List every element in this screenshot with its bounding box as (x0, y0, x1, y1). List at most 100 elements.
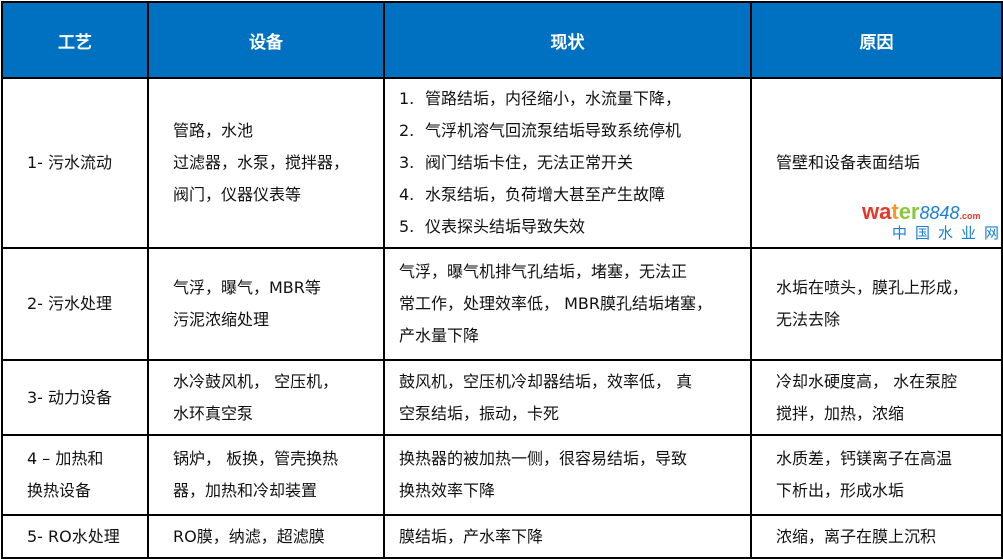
cell-line: 4 – 加热和 (27, 443, 143, 475)
cell-process: 5- RO水处理 (1, 514, 149, 559)
cell-text: 下析出，形成水垢 (776, 481, 905, 500)
cell-text: 过滤器，水泵，搅拌器， (173, 153, 350, 172)
cell-line: 换热设备 (27, 475, 143, 507)
cell-line: 过滤器，水泵，搅拌器， (173, 147, 379, 179)
cell-text: 5- RO水处理 (27, 526, 120, 546)
table-row: 3- 动力设备 水冷鼓风机， 空压机， 水环真空泵 鼓风机，空压机冷却器结垢，效率低，… (1, 359, 1003, 436)
cell-text: 锅炉， 板换，管壳换热 (173, 449, 339, 468)
list-number: 4. (399, 185, 415, 204)
cell-text: 水泵结垢，负荷增大甚至产生故障 (425, 185, 666, 204)
cell-line: 下析出，形成水垢 (776, 475, 997, 507)
cell-line: 锅炉， 板换，管壳换热 (173, 443, 379, 475)
cell-line: 5- RO水处理 (27, 521, 143, 553)
cell-text: 换热器的被加热一侧，很容易结垢，导致 (399, 449, 688, 468)
cell-text: 水垢在喷头，膜孔上形成， (776, 278, 969, 297)
cell-status: 气浮，曝气机排气孔结垢，堵塞，无法正常工作，处理效率低， MBR膜孔结垢堵塞， 产… (383, 247, 752, 361)
cell-line: 阀门，仪器仪表等 (173, 179, 379, 211)
header-equipment: 设备 (147, 1, 385, 79)
cell-line: RO膜，纳滤，超滤膜 (173, 521, 379, 553)
cell-reason: 水质差，钙镁离子在高温 下析出，形成水垢 (750, 434, 1003, 516)
cell-text: 换热设备 (27, 481, 92, 500)
cell-text: 管路，水池 (173, 121, 254, 140)
cell-equipment: 锅炉， 板换，管壳换热 器，加热和冷却装置 (147, 434, 385, 516)
header-process: 工艺 (1, 1, 149, 79)
cell-text: 4 – 加热和 (27, 449, 104, 468)
list-number: 1. (399, 89, 415, 108)
cell-text: 空泵结垢，振动，卡死 (399, 403, 560, 423)
cell-reason: 水垢在喷头，膜孔上形成， 无法去除 (750, 247, 1003, 361)
cell-text: 器，加热和冷却装置 (173, 481, 318, 500)
cell-reason: 管壁和设备表面结垢 (750, 77, 1003, 249)
cell-line: 鼓风机，空压机冷却器结垢，效率低， 真 (399, 366, 746, 398)
cell-line: 水冷鼓风机， 空压机， (173, 366, 379, 398)
header-status: 现状 (383, 1, 752, 79)
table-row: 2- 污水处理 气浮，曝气，MBR等 污泥浓缩处理 气浮，曝气机排气孔结垢，堵塞，无法… (1, 247, 1003, 361)
table-row: 4 – 加热和 换热设备 锅炉， 板换，管壳换热 器，加热和冷却装置 换热器的被加热一侧… (1, 434, 1003, 516)
cell-process: 2- 污水处理 (1, 247, 149, 361)
cell-line: 2. 气浮机溶气回流泵结垢导致系统停机 (399, 115, 746, 147)
cell-text: 水环真空泵 (173, 403, 254, 423)
table-row: 5- RO水处理 RO膜，纳滤，超滤膜 膜结垢，产水率下降 浓缩，离子在膜上沉积 (1, 514, 1003, 559)
cell-line: 3- 动力设备 (27, 382, 143, 414)
cell-text: 水冷鼓风机， 空压机， (173, 371, 339, 391)
cell-text: 无法去除 (776, 310, 841, 329)
cell-text: 阀门，仪器仪表等 (173, 185, 302, 204)
cell-line: 换热效率下降 (399, 475, 746, 507)
cell-equipment: 气浮，曝气，MBR等 污泥浓缩处理 (147, 247, 385, 361)
cell-status: 1. 管路结垢，内径缩小，水流量下降， 2. 气浮机溶气回流泵结垢导致系统停机 3. 阀门… (383, 77, 752, 249)
cell-text: 搅拌，加热，浓缩 (776, 403, 905, 423)
cell-line: 管壁和设备表面结垢 (776, 147, 997, 179)
cell-text: 浓缩，离子在膜上沉积 (776, 526, 937, 546)
cell-text: 1- 污水流动 (27, 153, 113, 172)
list-number: 5. (399, 217, 415, 236)
cell-line: 管路，水池 (173, 115, 379, 147)
cell-reason: 冷却水硬度高， 水在泵腔 搅拌，加热，浓缩 (750, 359, 1003, 436)
cell-line: 水环真空泵 (173, 398, 379, 430)
header-row: 工艺 设备 现状 原因 (1, 1, 1003, 79)
cell-status: 膜结垢，产水率下降 (383, 514, 752, 559)
cell-line: 3. 阀门结垢卡住，无法正常开关 (399, 147, 746, 179)
cell-text: 产水量下降 (399, 326, 480, 345)
cell-status: 换热器的被加热一侧，很容易结垢，导致 换热效率下降 (383, 434, 752, 516)
cell-line: 产水量下降 (399, 320, 746, 352)
cell-text: 3- 动力设备 (27, 387, 113, 407)
cell-line: 污泥浓缩处理 (173, 304, 379, 336)
cell-line: 1. 管路结垢，内径缩小，水流量下降， (399, 83, 746, 115)
cell-line: 搅拌，加热，浓缩 (776, 398, 997, 430)
cell-text: 常工作，处理效率低， MBR膜孔结垢堵塞， (399, 294, 712, 313)
cell-line: 气浮，曝气，MBR等 (173, 272, 379, 304)
cell-line: 4. 水泵结垢，负荷增大甚至产生故障 (399, 179, 746, 211)
cell-line: 2- 污水处理 (27, 288, 143, 320)
cell-line: 气浮，曝气机排气孔结垢，堵塞，无法正 (399, 256, 746, 288)
cell-text: 冷却水硬度高， 水在泵腔 (776, 371, 958, 391)
cell-text: 水质差，钙镁离子在高温 (776, 449, 953, 468)
cell-text: 气浮机溶气回流泵结垢导致系统停机 (425, 121, 682, 140)
header-reason: 原因 (750, 1, 1003, 79)
cell-line: 5. 仪表探头结垢导致失效 (399, 211, 746, 243)
cell-line: 水质差，钙镁离子在高温 (776, 443, 997, 475)
table-row: 1- 污水流动 管路，水池过滤器，水泵，搅拌器， 阀门，仪器仪表等 1. 管路结垢，内径… (1, 77, 1003, 249)
list-number: 2. (399, 121, 415, 140)
cell-text: 膜结垢，产水率下降 (399, 526, 544, 546)
cell-status: 鼓风机，空压机冷却器结垢，效率低， 真空泵结垢，振动，卡死 (383, 359, 752, 436)
cell-line: 冷却水硬度高， 水在泵腔 (776, 366, 997, 398)
cell-text: 阀门结垢卡住，无法正常开关 (425, 153, 634, 172)
cell-text: 2- 污水处理 (27, 294, 113, 313)
cell-line: 常工作，处理效率低， MBR膜孔结垢堵塞， (399, 288, 746, 320)
cell-line: 膜结垢，产水率下降 (399, 521, 746, 553)
cell-text: 气浮，曝气，MBR等 (173, 278, 321, 297)
cell-text: 管壁和设备表面结垢 (776, 153, 921, 172)
cell-line: 空泵结垢，振动，卡死 (399, 398, 746, 430)
cell-equipment: RO膜，纳滤，超滤膜 (147, 514, 385, 559)
cell-line: 水垢在喷头，膜孔上形成， (776, 272, 997, 304)
cell-line: 器，加热和冷却装置 (173, 475, 379, 507)
cell-text: 仪表探头结垢导致失效 (425, 217, 586, 236)
cell-text: RO膜，纳滤，超滤膜 (173, 526, 325, 546)
cell-text: 管路结垢，内径缩小，水流量下降， (425, 89, 682, 108)
cell-text: 鼓风机，空压机冷却器结垢，效率低， 真 (399, 371, 693, 391)
cell-text: 换热效率下降 (399, 481, 496, 500)
cell-text: 污泥浓缩处理 (173, 310, 270, 329)
cell-line: 换热器的被加热一侧，很容易结垢，导致 (399, 443, 746, 475)
cell-process: 1- 污水流动 (1, 77, 149, 249)
